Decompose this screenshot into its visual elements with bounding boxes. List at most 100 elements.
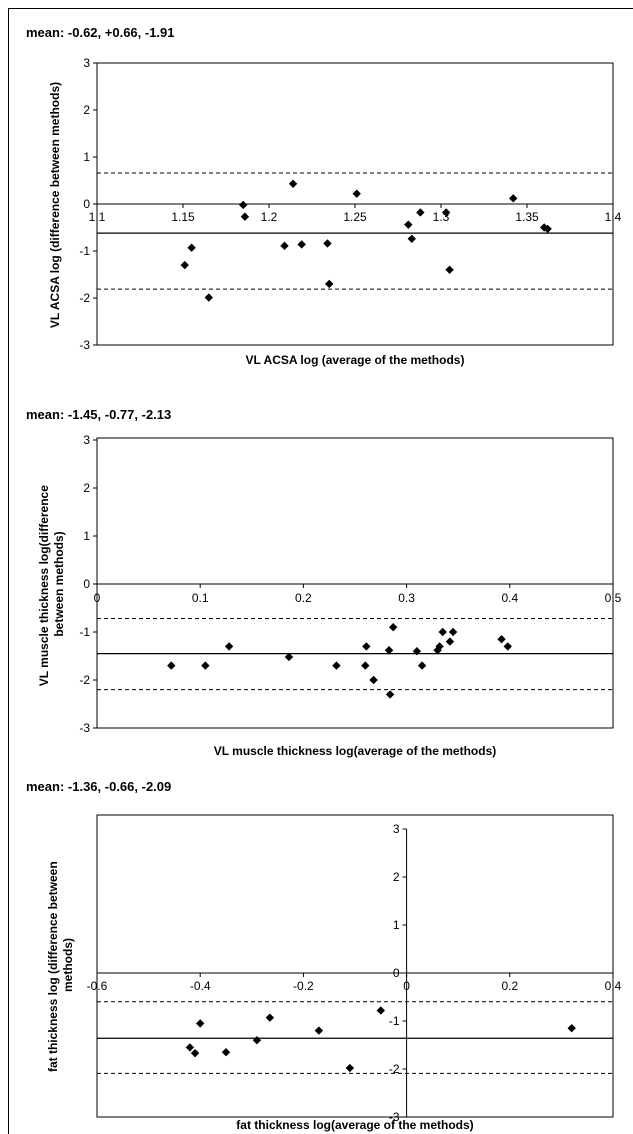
data-point [185,1043,195,1052]
data-point [323,239,332,248]
x-tick-label: 0 [403,979,410,993]
data-point [416,208,425,217]
x-tick-label: -0.6 [87,979,108,993]
data-point [361,661,370,670]
y-tick-label: 0 [393,966,400,980]
data-point [332,661,341,670]
x-tick-label: -0.2 [293,979,314,993]
x-tick-label: 0 [94,591,101,605]
panel-2-title: mean: -1.45, -0.77, -2.13 [26,407,171,422]
data-point [265,1013,275,1022]
data-point [297,240,306,249]
y-tick-label: 2 [83,481,90,495]
data-point [388,623,398,632]
y-tick-label: 1 [83,150,90,164]
data-point [567,1024,576,1033]
y-tick-label: -2 [389,1062,400,1076]
y-tick-label: -1 [79,244,90,258]
panel-2-ylabel: VL muscle thickness log(difference betwe… [37,482,66,687]
data-point [190,1048,200,1058]
data-point [314,1026,324,1035]
x-tick-label: -0.4 [190,979,211,993]
data-point [445,265,454,274]
data-point [497,635,506,644]
panel-3: mean: -1.36, -0.66, -2.09 3 2 1 0 -1 -2 -3 -0.6… [26,779,622,1132]
y-tick-label: 3 [83,56,90,70]
y-tick-label: -3 [79,721,90,735]
data-point [384,646,394,655]
data-point [385,690,395,699]
panel-3-plot-area [96,814,614,1118]
panel-3-xlabel: fat thickness log(average of the methods… [236,1118,473,1132]
x-tick-label: 0.4 [501,591,518,605]
panel-2: mean: -1.45, -0.77, -2.13 3 2 1 0 -1 -2 -3 0 0.1… [26,407,622,758]
panel-3-ylabel-line-1: fat thickness log (difference between [46,861,60,1072]
x-tick-label: 1.2 [261,210,278,224]
data-point [543,224,552,234]
data-point [167,661,176,670]
y-tick-label: 0 [83,197,90,211]
y-tick-label: 0 [83,577,90,591]
panel-3-title: mean: -1.36, -0.66, -2.09 [26,779,171,794]
data-point [325,279,334,289]
y-tick-label: -1 [389,1014,400,1028]
data-point [284,652,294,662]
panel-1: mean: -0.62, +0.66, -1.91 3 2 1 0 -1 -2 -3 1.1 1… [26,25,622,367]
data-point [252,1036,262,1045]
data-point [187,243,196,252]
data-point [224,642,234,651]
panel-1-xlabel: VL ACSA log (average of the methods) [246,353,465,367]
data-point [503,642,512,651]
x-tick-label: 1.15 [171,210,195,224]
y-tick-label: 3 [393,822,400,836]
data-point [407,234,416,243]
figure-border-left [8,8,9,1134]
y-tick-label: 2 [393,870,400,884]
x-tick-label: 1.4 [605,210,622,224]
data-point [180,260,189,270]
data-point [435,642,444,651]
y-tick-label: 3 [83,433,90,447]
y-tick-label: 2 [83,103,90,117]
data-point [201,661,210,670]
data-point [239,200,248,210]
data-point [362,642,371,651]
x-tick-label: 0.2 [295,591,312,605]
x-tick-label: 1.35 [515,210,539,224]
x-tick-label: 0.1 [192,591,209,605]
data-point [448,627,458,637]
panel-2-xlabel: VL muscle thickness log(average of the m… [214,744,497,758]
panel-3-ylabel-line-2: methods) [61,938,75,992]
data-point [376,1006,385,1015]
data-point [412,647,422,656]
data-point [345,1063,355,1073]
panel-1-title: mean: -0.62, +0.66, -1.91 [26,25,175,40]
data-point [438,627,447,637]
panel-2-marks: 3 2 1 0 -1 -2 -3 0 0.1 0.2 0.3 0.4 0.5 [79,433,621,735]
data-point [369,675,378,685]
y-tick-label: -2 [79,673,90,687]
panel-3-ylabel: fat thickness log (difference between me… [46,858,75,1072]
y-tick-label: -2 [79,291,90,305]
data-point [404,220,413,229]
panel-2-ylabel-line-1: VL muscle thickness log(difference [37,485,51,687]
data-point [417,661,427,670]
data-point [288,179,298,188]
x-tick-label: 0.5 [605,591,622,605]
panel-2-ylabel-line-2: between methods) [52,531,66,636]
y-tick-label: -1 [79,625,90,639]
data-point [509,194,518,203]
data-point [441,208,451,217]
y-tick-label: 1 [393,918,400,932]
y-tick-label: 1 [83,529,90,543]
data-point [240,212,250,221]
data-point [196,1019,205,1028]
data-point [221,1048,231,1057]
x-tick-label: 1.1 [89,210,106,224]
data-point [540,223,549,232]
y-tick-label: -3 [389,1110,400,1124]
y-tick-label: -3 [79,338,90,352]
